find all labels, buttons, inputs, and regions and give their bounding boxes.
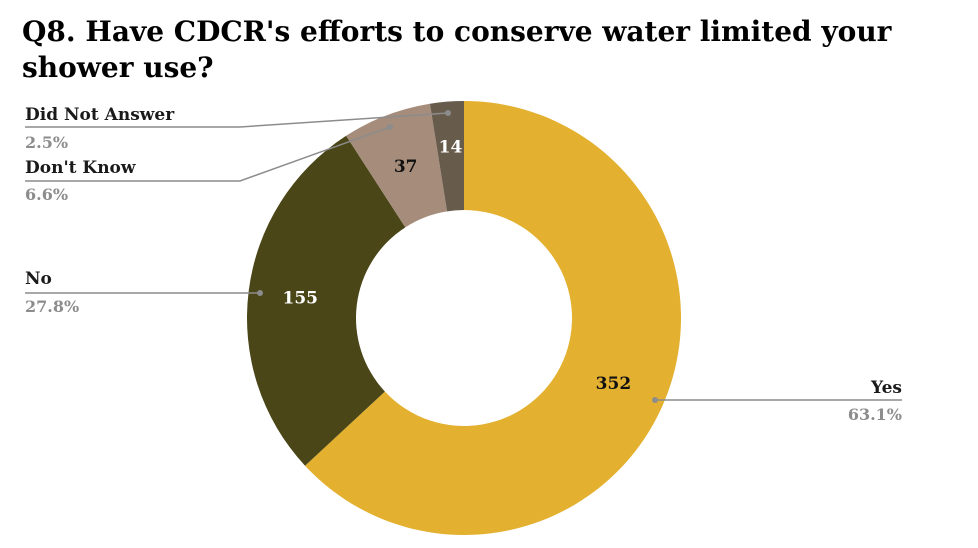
leader-dot-don-t-know — [387, 124, 393, 130]
value-label-did-not-answer: 14 — [439, 138, 463, 158]
leader-dot-no — [257, 290, 263, 296]
value-label-no: 155 — [283, 289, 319, 309]
category-label-yes: Yes — [870, 378, 902, 398]
category-label-did-not-answer: Did Not Answer — [25, 105, 175, 125]
donut-slices — [246, 101, 682, 535]
leader-dot-did-not-answer — [445, 110, 451, 116]
category-label-don-t-know: Don't Know — [25, 158, 136, 178]
percent-label-no: 27.8% — [25, 297, 79, 316]
chart-title: Q8. Have CDCR's efforts to conserve wate… — [22, 15, 892, 84]
percent-label-did-not-answer: 2.5% — [25, 133, 68, 152]
slice-labels: Yes 63.1% 352 No 27.8% 155 Don't Know 6.6% 37 Did… — [25, 105, 902, 424]
slice-no — [246, 135, 406, 466]
leader-dot-yes — [652, 397, 658, 403]
slice-yes — [305, 101, 682, 535]
value-label-don-t-know: 37 — [394, 157, 418, 177]
value-label-yes: 352 — [596, 374, 632, 394]
slice-did-not-answer — [429, 101, 464, 212]
slice-don-t-know — [346, 103, 448, 228]
percent-label-yes: 63.1% — [848, 405, 902, 424]
category-label-no: No — [25, 269, 52, 289]
percent-label-don-t-know: 6.6% — [25, 185, 68, 204]
leader-line-don-t-know — [25, 126, 391, 182]
leader-line-did-not-answer — [25, 112, 449, 128]
